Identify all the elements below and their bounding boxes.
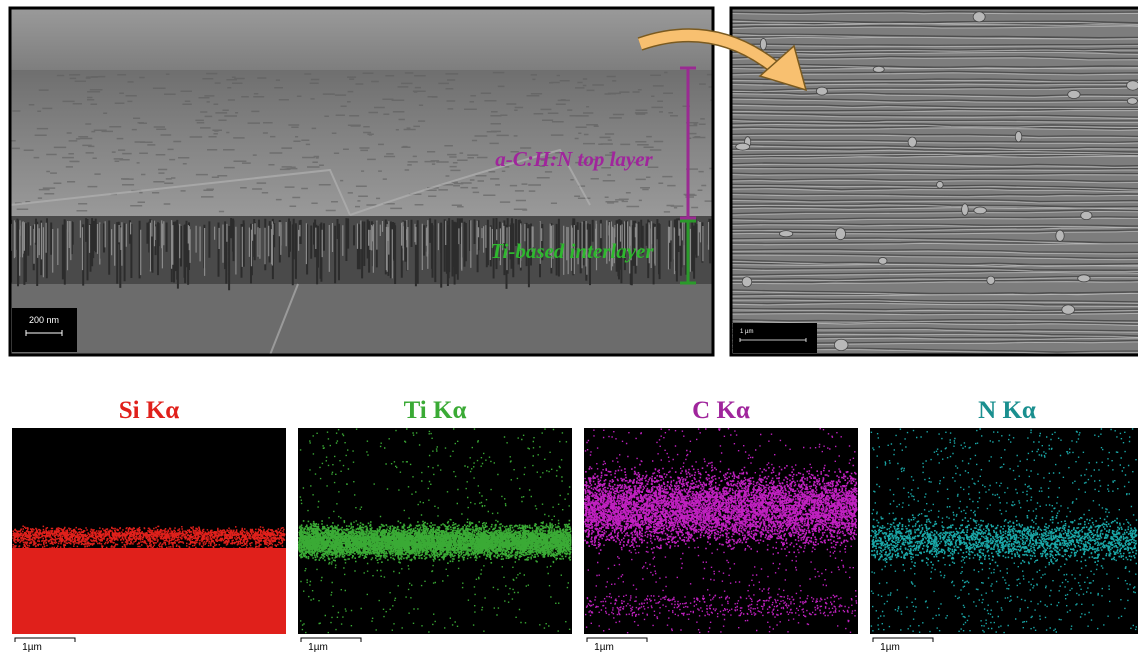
particle [987, 276, 995, 284]
particle [974, 207, 987, 214]
interlayer-label: Ti-based interlayer [490, 239, 654, 263]
particle [1127, 81, 1138, 91]
figure: 200 nm a-C:H:N top layer Ti-based interl… [0, 0, 1138, 652]
particle [834, 339, 848, 350]
particle [779, 231, 792, 237]
particle [937, 181, 944, 188]
map-scale-label: 1µm [594, 642, 614, 652]
map-title: Ti Kα [404, 397, 467, 424]
particle [1062, 305, 1075, 314]
particle [760, 38, 766, 50]
eds-maps: Si Kα 1µm Ti Kα 1µm C Kα 1µm N Kα 1µm [12, 397, 1138, 652]
map-scale-label: 1µm [308, 642, 328, 652]
particle [742, 277, 752, 287]
particle [1127, 98, 1137, 105]
particle [1081, 211, 1092, 219]
particle [1015, 131, 1022, 142]
particle [1078, 275, 1091, 282]
particle [973, 12, 985, 22]
background [10, 8, 713, 70]
map-scale-label: 1µm [22, 642, 42, 652]
top-layer-label: a-C:H:N top layer [495, 147, 653, 171]
map-title: Si Kα [119, 397, 180, 424]
map-fill [12, 548, 286, 634]
particle [736, 143, 750, 150]
particle [908, 137, 916, 147]
sem-cross-section [10, 8, 718, 355]
scale-label: 200 nm [29, 315, 59, 325]
particle [1068, 90, 1080, 98]
map-title: C Kα [692, 397, 750, 424]
particle [816, 87, 827, 95]
particle [879, 257, 887, 264]
scale-box [733, 323, 817, 353]
particle [1056, 230, 1064, 241]
map-scale-label: 1µm [880, 642, 900, 652]
particle [873, 66, 884, 72]
particle [962, 204, 969, 216]
substrate [10, 284, 713, 355]
map-title: N Kα [978, 397, 1036, 424]
particle [835, 228, 845, 240]
scale-label: 1 µm [740, 329, 753, 335]
